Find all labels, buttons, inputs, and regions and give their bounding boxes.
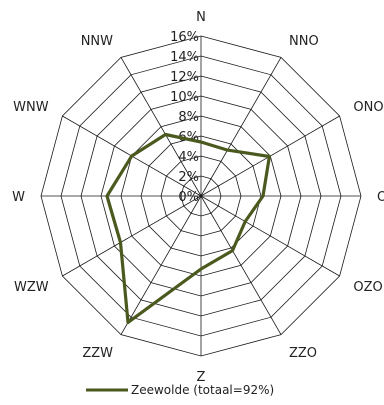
spoke-axes: [41, 36, 361, 356]
tick-label: 0%: [178, 190, 199, 205]
tick-label: 8%: [178, 110, 199, 125]
spoke-ZZW: [120, 195, 202, 335]
direction-label-ZZO: ZZO: [289, 346, 317, 361]
direction-label-N: N: [196, 10, 206, 25]
direction-label-O: O: [377, 190, 384, 205]
tick-label: 2%: [178, 170, 199, 185]
series-layer: [105, 132, 271, 324]
tick-label: 10%: [170, 90, 199, 105]
tick-label: 16%: [170, 30, 199, 45]
spoke-ZZO: [200, 195, 282, 335]
tick-label: 4%: [178, 150, 199, 165]
direction-labels: N NNO ONO O OZO ZZO Z ZZW WZW W WNW NNW: [12, 10, 384, 385]
direction-label-NNO: NNO: [289, 34, 319, 49]
spoke-NNW: [120, 57, 202, 197]
series-line: [105, 132, 271, 324]
direction-label-W: W: [12, 190, 25, 205]
tick-label: 12%: [170, 70, 199, 85]
spoke-OZO: [200, 195, 340, 277]
direction-label-ZZW: ZZW: [82, 346, 113, 361]
legend: Zeewolde (totaal=92%): [86, 383, 274, 397]
legend-label: Zeewolde (totaal=92%): [131, 383, 274, 397]
tick-label: 14%: [170, 50, 199, 65]
radial-tick-labels: 0%2%4%6%8%10%12%14%16%: [170, 30, 199, 205]
direction-label-OZO: OZO: [353, 280, 382, 295]
direction-label-Z: Z: [197, 370, 206, 385]
direction-label-WNW: WNW: [13, 100, 49, 115]
spoke-NNO: [200, 57, 282, 197]
direction-label-NNW: NNW: [81, 34, 113, 49]
direction-label-ONO: ONO: [353, 100, 383, 115]
direction-label-WZW: WZW: [14, 280, 49, 295]
spoke-WZW: [62, 195, 202, 277]
